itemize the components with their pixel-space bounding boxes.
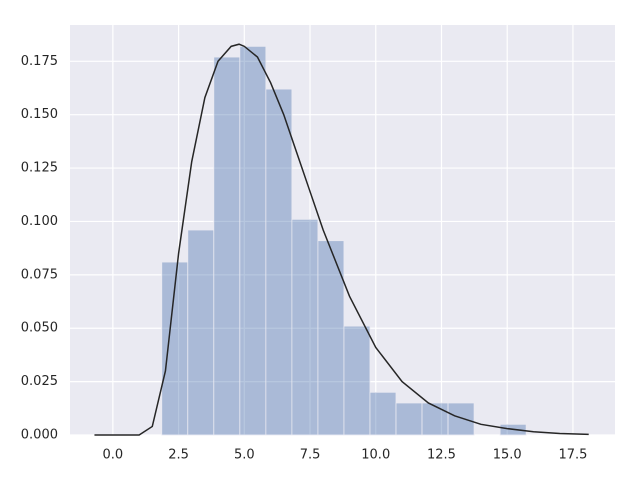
histogram-bar <box>239 45 267 436</box>
histogram-bar <box>421 402 449 436</box>
y-tick-label: 0.125 <box>21 161 58 176</box>
x-tick-label: 5.0 <box>234 448 255 463</box>
x-tick-label: 10.0 <box>361 448 390 463</box>
plot-area <box>70 25 615 435</box>
histogram-bar <box>395 402 423 436</box>
y-tick-label: 0.150 <box>21 107 58 122</box>
y-tick-label: 0.175 <box>21 54 58 69</box>
x-tick-label: 7.5 <box>300 448 321 463</box>
histogram-bar <box>187 229 215 436</box>
histogram-bar <box>291 218 319 436</box>
density-curve <box>94 43 589 436</box>
y-tick-label: 0.075 <box>21 267 58 282</box>
y-tick-label: 0.050 <box>21 321 58 336</box>
y-tick-label: 0.000 <box>21 428 58 443</box>
y-tick-label: 0.025 <box>21 374 58 389</box>
x-tick-label: 12.5 <box>427 448 456 463</box>
histogram-bar <box>265 88 293 436</box>
x-tick-label: 15.0 <box>493 448 522 463</box>
histogram-bar <box>317 240 345 436</box>
x-tick-label: 17.5 <box>558 448 587 463</box>
histogram-bar <box>343 325 371 436</box>
y-tick-label: 0.100 <box>21 214 58 229</box>
histogram-bar <box>213 56 241 436</box>
histogram-bar <box>447 402 475 436</box>
histogram-bar <box>369 391 397 436</box>
x-tick-label: 2.5 <box>168 448 189 463</box>
x-tick-label: 0.0 <box>103 448 124 463</box>
